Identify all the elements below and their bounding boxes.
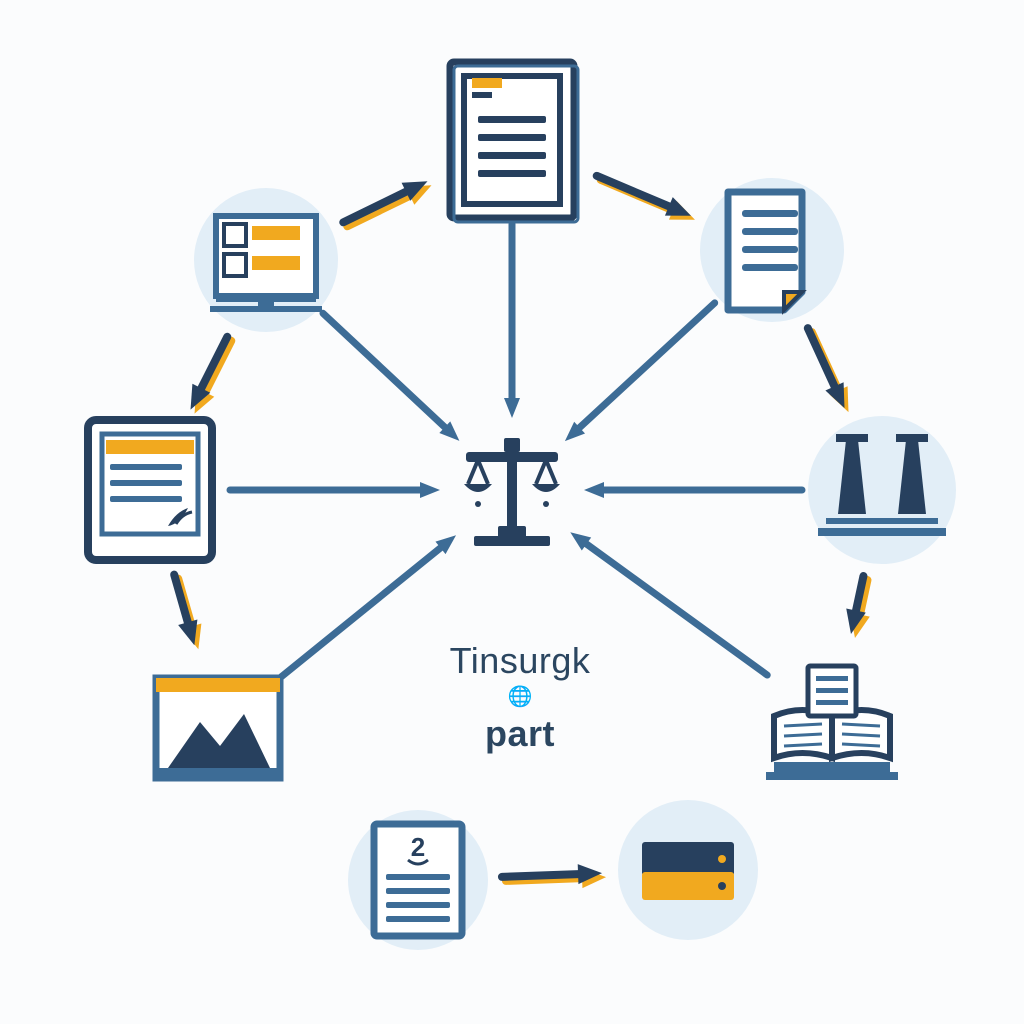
node-page-corner (700, 178, 844, 322)
node-form-grid (194, 188, 338, 332)
node-tablet-check (88, 420, 212, 560)
globe-icon: 🌐 (450, 684, 591, 709)
diagram-canvas: 2 (0, 0, 1024, 1024)
node-photo (156, 678, 280, 778)
node-form-lines: 2 (348, 810, 488, 950)
node-pillars (808, 416, 956, 564)
center-label-line2: part (450, 713, 591, 755)
scales-icon (464, 438, 560, 546)
center-label-line1: Tinsurgk (450, 640, 591, 682)
node-open-book (766, 666, 898, 780)
center-label: Tinsurgk 🌐 part (450, 640, 591, 755)
node-cards (618, 800, 758, 940)
node-clipboard-doc (450, 62, 578, 222)
svg-text:2: 2 (411, 832, 425, 862)
